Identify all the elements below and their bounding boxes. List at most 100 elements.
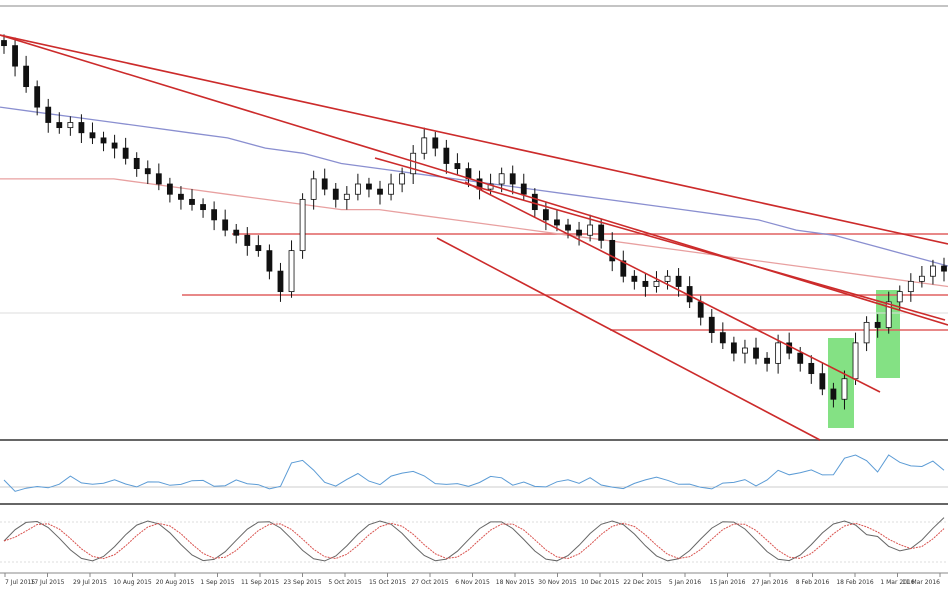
x-tick-label: 15 Oct 2015 [369, 579, 406, 586]
candle-body [885, 301, 892, 328]
candle-body [708, 316, 715, 334]
candle-body [377, 188, 383, 195]
candle-body [918, 275, 925, 282]
x-tick-label: 5 Jan 2016 [669, 579, 701, 586]
candle-body [620, 260, 627, 277]
x-tick-label: 6 Nov 2015 [455, 579, 490, 586]
candle-body [288, 250, 295, 293]
indicator-line [3, 454, 945, 492]
x-tick-label: 1 Mar 2016 [880, 579, 914, 586]
candle-body [587, 224, 594, 236]
candle-body [742, 347, 748, 354]
candle-body [310, 178, 317, 200]
x-tick-label: 5 Oct 2015 [328, 579, 361, 586]
candle-body [100, 137, 107, 144]
candle-body [144, 168, 151, 175]
candle-body [797, 352, 804, 364]
red-trendline [464, 181, 881, 393]
candle-body [222, 219, 229, 231]
candle-body [443, 147, 450, 164]
candle-body [78, 122, 85, 134]
candle-body [730, 342, 737, 354]
x-tick-label: 18 Nov 2015 [496, 579, 535, 586]
candle-body [89, 132, 96, 139]
candle-body [388, 183, 394, 195]
moving-average-line [0, 106, 948, 267]
candle-body [366, 183, 372, 190]
trendlines [0, 34, 948, 441]
candle-body [200, 204, 206, 211]
x-tick-label: 22 Dec 2015 [623, 579, 662, 586]
red-trendline [436, 237, 821, 441]
candle-body [941, 265, 947, 272]
candle-body [719, 332, 726, 344]
candle-body [565, 224, 571, 231]
x-tick-label: 1 Sep 2015 [200, 579, 234, 586]
x-tick-label: 20 Aug 2015 [156, 579, 195, 586]
candle-body [609, 239, 616, 262]
candle-body [178, 193, 184, 200]
candle-body [554, 219, 560, 226]
candle-body [631, 275, 638, 282]
x-tick-label: 30 Nov 2015 [538, 579, 577, 586]
candle-body [354, 183, 361, 195]
candle-body [122, 147, 129, 159]
candle-body [852, 342, 859, 380]
candle-body [819, 373, 826, 390]
x-tick-label: 17 Jul 2015 [31, 579, 65, 586]
chart-frame [0, 5, 948, 574]
candle-body [399, 173, 406, 185]
candle-body [45, 106, 52, 123]
candle-body [111, 142, 118, 149]
candle-body [255, 245, 262, 252]
candle-body [675, 275, 682, 287]
candle-body [23, 65, 30, 88]
candle-body [930, 265, 936, 277]
x-tick-label: 23 Sep 2015 [283, 579, 321, 586]
candle-body [498, 173, 505, 185]
candle-body [531, 193, 538, 211]
candle-body [841, 378, 848, 400]
candle-body [266, 250, 273, 272]
candle-body [299, 198, 306, 252]
candle-body [277, 270, 284, 293]
candle-body [664, 275, 671, 282]
candle-body [211, 209, 218, 221]
candle-body [896, 291, 903, 303]
candle-body [410, 152, 417, 175]
x-tick-label: 18 Feb 2016 [836, 579, 874, 586]
candle-body [753, 347, 759, 359]
horizontal-levels [0, 233, 948, 331]
candle-body [56, 122, 63, 129]
candle-body [863, 321, 870, 344]
stoch-k-line [3, 517, 945, 562]
candle-body [775, 342, 782, 364]
x-tick-label: 11 Sep 2015 [241, 579, 279, 586]
candle-body [830, 388, 837, 400]
candle-body [907, 280, 914, 293]
x-tick-label: 29 Jul 2015 [73, 579, 107, 586]
candle-body [764, 357, 770, 364]
candle-body [1, 40, 7, 47]
candle-body [155, 173, 162, 185]
x-tick-label: 10 Dec 2015 [581, 579, 620, 586]
candle-body [576, 229, 582, 236]
x-tick-label: 10 Aug 2015 [113, 579, 152, 586]
indicator-line-panel [0, 454, 948, 492]
candle-body [321, 178, 328, 190]
x-tick-label: 27 Oct 2015 [411, 579, 448, 586]
candle-body [166, 183, 173, 195]
candle-body [808, 362, 815, 375]
candle-body [421, 137, 428, 154]
candle-body [67, 122, 74, 129]
red-trendline [0, 34, 948, 326]
candle-body [874, 321, 881, 328]
candle-body [642, 280, 649, 287]
x-tick-label: 11 Mar 2016 [902, 579, 940, 586]
candle-body [189, 198, 195, 205]
candle-body [233, 229, 240, 236]
stoch-d-line [3, 522, 945, 560]
candle-body [454, 163, 461, 170]
